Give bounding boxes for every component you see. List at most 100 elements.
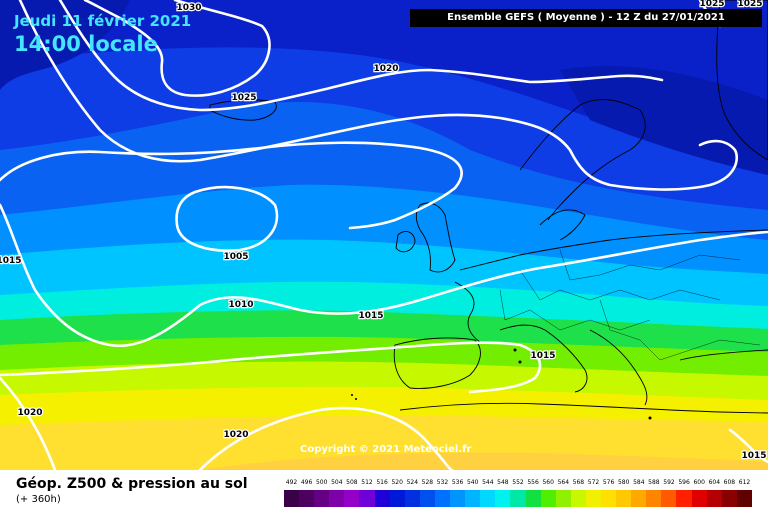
color-scale-swatch xyxy=(616,490,632,507)
turkey-north-coast xyxy=(679,349,768,361)
iberia-outline xyxy=(393,337,481,389)
isobar-1020-west xyxy=(0,376,57,470)
isobar-label: 1020 xyxy=(373,64,398,74)
color-scale-swatch xyxy=(495,490,511,507)
color-scale-value: 492 xyxy=(285,479,298,486)
ireland-outline xyxy=(395,231,416,253)
isobar-label: 1010 xyxy=(228,300,253,310)
isobar-label: 1015 xyxy=(530,351,555,361)
color-scale-value: 608 xyxy=(723,479,736,486)
model-run-banner: Ensemble GEFS ( Moyenne ) - 12 Z du 27/0… xyxy=(410,9,762,27)
color-scale-value: 580 xyxy=(617,479,630,486)
color-scale-swatch xyxy=(299,490,315,507)
color-scale-swatch xyxy=(329,490,345,507)
color-scale-swatch xyxy=(359,490,375,507)
color-scale-value: 500 xyxy=(315,479,328,486)
isobar-label: 1020 xyxy=(17,408,42,418)
color-scale-value: 596 xyxy=(678,479,690,486)
color-scale-swatch xyxy=(344,490,360,507)
balkans-outline xyxy=(589,329,648,406)
color-scale-value: 584 xyxy=(633,479,645,486)
isobar-1020-north xyxy=(18,0,739,191)
color-scale-value: 520 xyxy=(391,479,403,486)
scandinavia-outline xyxy=(519,99,646,221)
color-scale-swatch xyxy=(721,490,737,507)
color-scale-labels: 492 496 500 504 508 512 516 520 524 528 532 536 540 5… xyxy=(281,479,751,488)
color-scale-swatch xyxy=(661,490,677,507)
pressure-map: 1030 1025 1020 1025 1025 1005 1015 1010 … xyxy=(0,0,768,470)
isobar-label: 1025 xyxy=(699,0,724,9)
color-scale-value: 592 xyxy=(663,479,675,486)
color-scale-value: 560 xyxy=(542,479,554,486)
color-scale-value: 516 xyxy=(376,479,388,486)
color-scale-value: 564 xyxy=(557,479,570,486)
north-europe-coast xyxy=(459,229,768,271)
color-scale-swatch xyxy=(631,490,647,507)
color-scale-value: 548 xyxy=(497,479,509,486)
isobar-1025 xyxy=(58,0,664,112)
lead-time-label: (+ 360h) xyxy=(16,494,61,505)
color-scale-value: 552 xyxy=(512,479,524,486)
color-scale-swatch xyxy=(706,490,722,507)
color-scale-swatch xyxy=(736,490,752,507)
isobar-1005 xyxy=(175,185,279,252)
color-scale-swatch xyxy=(525,490,541,507)
color-scale-swatch xyxy=(570,490,586,507)
color-scale-swatch xyxy=(540,490,556,507)
color-scale-swatch xyxy=(646,490,662,507)
date-title: Jeudi 11 février 2021 xyxy=(14,12,192,30)
color-scale-bar xyxy=(284,490,752,507)
parameter-title: Géop. Z500 & pression au sol xyxy=(16,476,248,492)
color-scale-value: 540 xyxy=(466,479,479,486)
great-britain-outline xyxy=(415,202,456,273)
color-scale-value: 504 xyxy=(331,479,343,486)
color-scale-swatch xyxy=(480,490,496,507)
color-scale-value: 508 xyxy=(346,479,358,486)
isobar-label: 1025 xyxy=(737,0,762,9)
italy-outline xyxy=(499,324,588,393)
local-time-title: 14:00 locale xyxy=(14,32,158,56)
color-scale-swatch xyxy=(434,490,451,507)
color-scale-swatch xyxy=(389,490,405,507)
isobar-label: 1020 xyxy=(223,430,248,440)
france-west-coast xyxy=(454,281,481,343)
band-warm xyxy=(200,452,768,470)
isobar-label: 1025 xyxy=(231,93,256,103)
color-scale-swatch xyxy=(374,490,390,507)
isobar-1015-east xyxy=(728,428,768,464)
color-scale-value: 600 xyxy=(693,479,705,486)
low-core-northeast xyxy=(560,66,768,175)
isobar-1010 xyxy=(0,203,768,348)
color-scale-value: 496 xyxy=(300,479,313,486)
color-scale-value: 512 xyxy=(361,479,373,486)
isobar-1015-south xyxy=(0,341,542,394)
low-core-northwest xyxy=(0,0,130,90)
color-scale-value: 544 xyxy=(482,479,494,486)
color-scale-swatch xyxy=(600,490,617,507)
isobar-labels: 1030 1025 1020 1025 1025 1005 1015 1010 … xyxy=(0,0,768,462)
color-scale-swatch xyxy=(419,490,435,507)
color-scale-swatch xyxy=(404,490,420,507)
color-scale-swatch xyxy=(465,490,481,507)
color-scale-swatch xyxy=(314,490,330,507)
color-scale-value: 556 xyxy=(527,479,539,486)
borders xyxy=(499,249,761,361)
isobar-label: 1030 xyxy=(176,3,201,13)
color-scale-value: 568 xyxy=(572,479,585,486)
baltic-outline xyxy=(539,209,586,241)
isobar-label: 1015 xyxy=(0,256,22,266)
color-scale-value: 528 xyxy=(421,479,434,486)
color-scale-value: 612 xyxy=(738,479,751,486)
north-africa-coast xyxy=(399,402,768,414)
isobar-1030 xyxy=(83,0,271,97)
isobar-label: 1015 xyxy=(358,311,383,321)
color-scale-value: 572 xyxy=(587,479,600,486)
color-scale-swatch xyxy=(691,490,707,507)
isobar-1015-west xyxy=(0,141,463,230)
russia-north-coast xyxy=(716,0,768,161)
isobars xyxy=(0,0,768,470)
color-scale-value: 532 xyxy=(436,479,449,486)
color-scale-value: 536 xyxy=(451,479,464,486)
isobar-label: 1005 xyxy=(223,252,248,262)
